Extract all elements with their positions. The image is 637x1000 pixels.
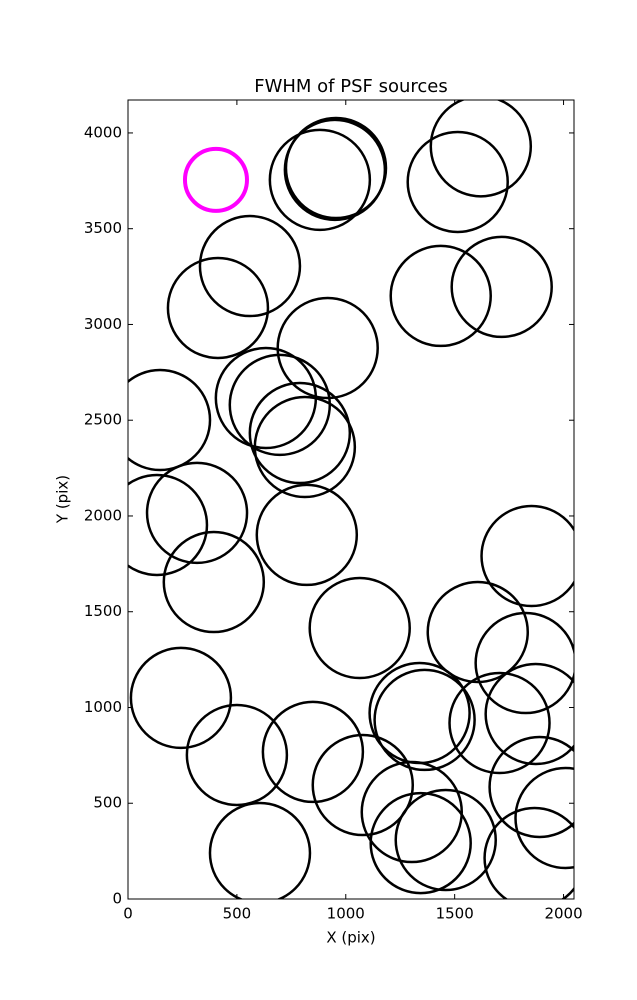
source-circle <box>128 368 212 472</box>
source-circle <box>369 791 472 895</box>
source-circle <box>429 100 533 198</box>
x-axis-label: X (pix) <box>326 929 375 947</box>
source-circle <box>474 611 574 715</box>
plot-area <box>128 100 574 899</box>
y-tick-label: 3000 <box>84 315 122 333</box>
source-circle <box>406 130 509 234</box>
source-circle <box>360 760 464 864</box>
source-circle <box>484 662 574 766</box>
chart-title: FWHM of PSF sources <box>254 76 448 97</box>
source-circle <box>208 801 312 899</box>
source-circle <box>308 576 411 680</box>
x-tick-label: 1500 <box>436 905 474 923</box>
y-tick-label: 0 <box>112 890 122 908</box>
source-circle <box>261 700 365 804</box>
source-circle <box>182 146 249 213</box>
source-circle <box>145 461 249 565</box>
source-circle <box>185 703 289 807</box>
source-circle <box>162 530 266 634</box>
source-circle <box>128 473 209 577</box>
y-tick-label: 2500 <box>84 411 122 429</box>
axes-frame <box>127 99 575 900</box>
x-tick-label: 0 <box>123 905 133 923</box>
y-tick-label: 1500 <box>84 602 122 620</box>
x-tick-label: 500 <box>223 905 252 923</box>
source-circle <box>450 235 553 339</box>
y-tick-label: 1000 <box>84 698 122 716</box>
source-circle <box>253 395 357 499</box>
source-circle <box>276 296 379 400</box>
source-circle <box>488 735 574 839</box>
x-tick-label: 1000 <box>327 905 365 923</box>
source-circle <box>483 806 574 899</box>
y-tick-label: 500 <box>93 794 122 812</box>
source-circle <box>426 580 529 684</box>
source-circle <box>448 671 551 775</box>
source-circle <box>311 733 415 837</box>
source-circle <box>268 128 372 232</box>
source-circle <box>394 788 497 892</box>
source-circle <box>373 668 476 772</box>
y-tick-label: 2000 <box>84 506 122 524</box>
y-tick-label: 3500 <box>84 219 122 237</box>
y-axis-label: Y (pix) <box>54 475 72 524</box>
source-circle <box>248 381 352 485</box>
source-circle <box>129 646 233 750</box>
source-circle <box>284 116 388 220</box>
source-circle <box>514 766 574 870</box>
source-circle <box>166 256 270 360</box>
source-circle <box>480 504 574 608</box>
source-circle <box>389 244 492 348</box>
source-circle <box>255 483 359 587</box>
source-circle <box>198 214 302 318</box>
x-tick-label: 2000 <box>544 905 582 923</box>
y-tick-label: 4000 <box>84 123 122 141</box>
